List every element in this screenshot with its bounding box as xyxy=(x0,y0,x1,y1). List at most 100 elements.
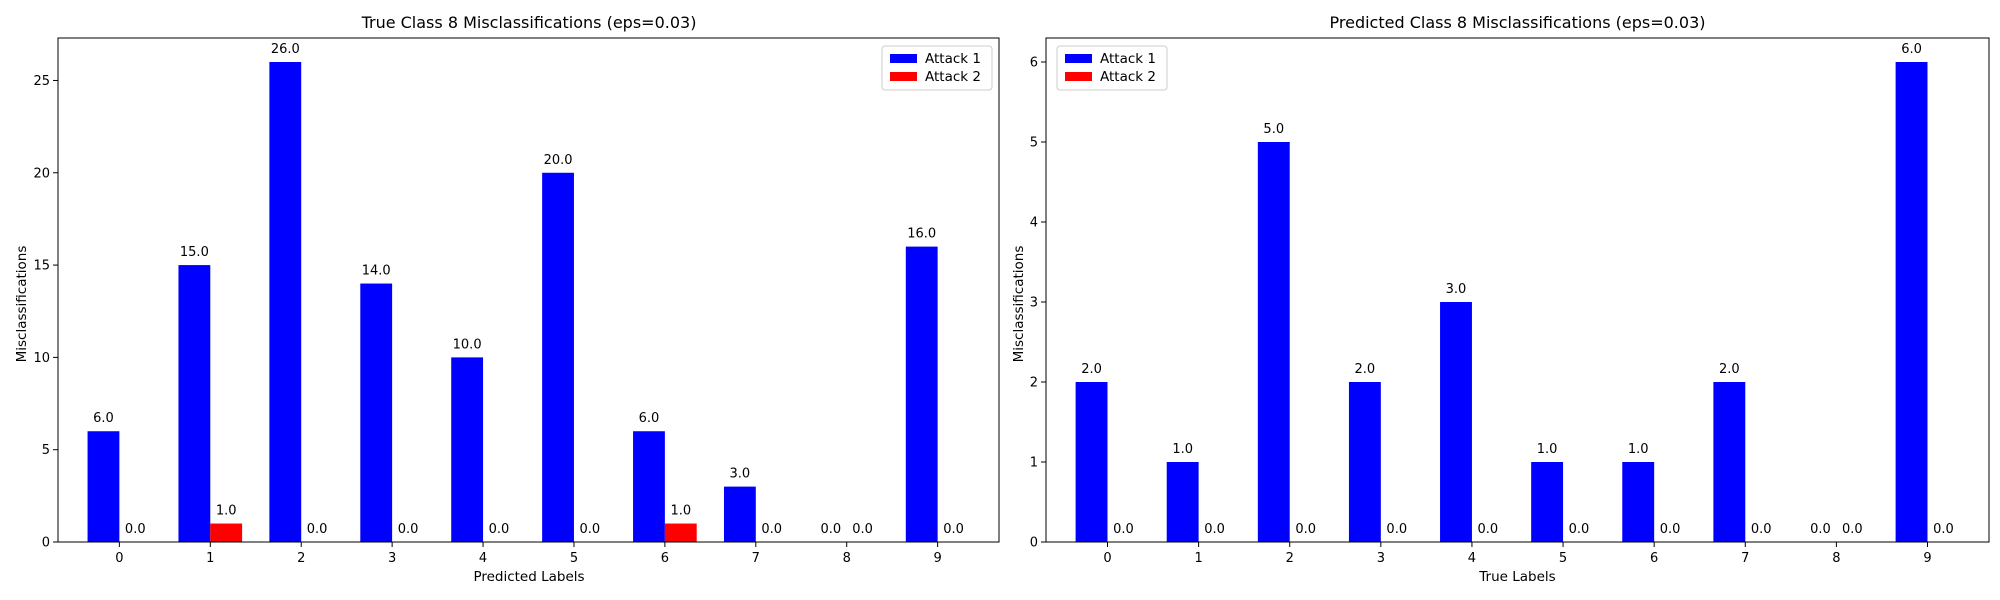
chart-left-ytick-label-10: 10 xyxy=(33,351,50,366)
chart-right-data-label-2-8: 0.0 xyxy=(1842,522,1863,537)
chart-left-data-label-2-9: 0.0 xyxy=(943,522,964,537)
chart-right-legend: Attack 1 Attack 2 xyxy=(1056,45,1168,91)
chart-right-xtick-label-7: 7 xyxy=(1741,551,1749,566)
chart-right-legend-label-2: Attack 2 xyxy=(1100,69,1156,85)
chart-right-axes-frame xyxy=(1045,37,1990,543)
chart-left-xtick-label-3: 3 xyxy=(388,551,396,566)
chart-left-legend-label-2: Attack 2 xyxy=(925,69,981,85)
chart-left-legend-label-1: Attack 1 xyxy=(925,51,981,67)
chart-left-bar-1-9 xyxy=(905,246,938,542)
chart-left-bar-2-6 xyxy=(664,523,697,542)
chart-right-data-label-2-1: 0.0 xyxy=(1204,522,1225,537)
chart-left-xtick-label-2: 2 xyxy=(297,551,305,566)
chart-right-xtick-label-9: 9 xyxy=(1923,551,1931,566)
chart-left-title: True Class 8 Misclassifications (eps=0.0… xyxy=(361,13,697,32)
chart-left-legend-swatch-1 xyxy=(890,54,917,63)
chart-left-bar-1-3 xyxy=(360,283,393,542)
chart-right-data-label-2-6: 0.0 xyxy=(1660,522,1681,537)
chart-right-legend-swatch-2 xyxy=(1065,72,1092,81)
chart-right-data-label-1-2: 5.0 xyxy=(1263,122,1284,137)
chart-left-data-label-2-2: 0.0 xyxy=(307,522,328,537)
chart-right-xtick-label-5: 5 xyxy=(1559,551,1567,566)
chart-right-legend-label-1: Attack 1 xyxy=(1100,51,1156,67)
chart-right-ytick-label-2: 2 xyxy=(1030,376,1038,391)
chart-left-data-label-2-1: 1.0 xyxy=(216,504,237,519)
chart-right-title: Predicted Class 8 Misclassifications (ep… xyxy=(1330,13,1706,32)
chart-left-data-label-2-4: 0.0 xyxy=(489,522,510,537)
chart-right-data-label-1-6: 1.0 xyxy=(1628,442,1649,457)
chart-right-bar-1-7 xyxy=(1713,382,1746,542)
chart-right-data-label-1-7: 2.0 xyxy=(1719,362,1740,377)
chart-left-ytick-label-20: 20 xyxy=(33,166,50,181)
chart-right-ytick-label-4: 4 xyxy=(1030,216,1038,231)
chart-left-bar-1-7 xyxy=(723,486,756,542)
chart-right-ytick-label-1: 1 xyxy=(1030,456,1038,471)
chart-right-xtick-label-6: 6 xyxy=(1650,551,1658,566)
chart-right: Predicted Class 8 Misclassifications (ep… xyxy=(1011,13,1990,585)
chart-right-data-label-2-5: 0.0 xyxy=(1569,522,1590,537)
chart-right-data-label-1-5: 1.0 xyxy=(1537,442,1558,457)
chart-right-ytick-label-0: 0 xyxy=(1030,536,1038,551)
chart-right-xtick-label-8: 8 xyxy=(1832,551,1840,566)
chart-left-bar-2-1 xyxy=(210,523,243,542)
chart-right-data-label-2-4: 0.0 xyxy=(1478,522,1499,537)
chart-right-data-label-1-9: 6.0 xyxy=(1901,42,1922,57)
chart-left-xtick-label-4: 4 xyxy=(479,551,487,566)
chart-left-data-label-1-2: 26.0 xyxy=(271,42,300,57)
chart-right-bar-1-0 xyxy=(1075,382,1108,542)
chart-left-xtick-label-5: 5 xyxy=(570,551,578,566)
chart-right-ytick-label-6: 6 xyxy=(1030,56,1038,71)
chart-right-ylabel: Misclassifications xyxy=(1011,246,1027,363)
chart-left-ytick-label-0: 0 xyxy=(42,536,50,551)
chart-right-data-label-2-0: 0.0 xyxy=(1113,522,1134,537)
chart-right-data-label-1-0: 2.0 xyxy=(1081,362,1102,377)
chart-left-xtick-label-7: 7 xyxy=(752,551,760,566)
chart-right-xtick-label-1: 1 xyxy=(1194,551,1202,566)
chart-left-xtick-label-8: 8 xyxy=(843,551,851,566)
chart-right-xtick-label-0: 0 xyxy=(1103,551,1111,566)
chart-left-data-label-2-7: 0.0 xyxy=(761,522,782,537)
chart-right-bar-1-6 xyxy=(1622,462,1655,542)
chart-left-data-label-1-7: 3.0 xyxy=(730,467,751,482)
chart-left-xlabel: Predicted Labels xyxy=(473,569,584,585)
chart-left-axes-frame xyxy=(57,37,1000,543)
chart-right-bar-1-4 xyxy=(1440,302,1472,542)
chart-left: True Class 8 Misclassifications (eps=0.0… xyxy=(14,13,1000,585)
chart-right-xtick-label-3: 3 xyxy=(1377,551,1385,566)
chart-left-ytick-label-5: 5 xyxy=(42,443,50,458)
chart-left-plot: 6.015.026.014.010.020.06.03.00.016.00.01… xyxy=(33,37,1000,566)
chart-right-bar-1-9 xyxy=(1895,62,1928,542)
chart-right-xtick-label-4: 4 xyxy=(1468,551,1476,566)
chart-left-xtick-label-9: 9 xyxy=(933,551,941,566)
chart-right-bar-1-3 xyxy=(1348,382,1381,542)
chart-left-data-label-2-5: 0.0 xyxy=(580,522,601,537)
chart-right-ytick-label-5: 5 xyxy=(1030,136,1038,151)
chart-left-bar-1-2 xyxy=(269,62,302,542)
chart-left-ylabel: Misclassifications xyxy=(14,246,30,363)
chart-left-bar-1-5 xyxy=(542,172,574,542)
chart-right-bar-1-5 xyxy=(1531,462,1564,542)
chart-left-data-label-2-0: 0.0 xyxy=(125,522,146,537)
chart-left-data-label-1-0: 6.0 xyxy=(93,411,114,426)
chart-left-bar-1-4 xyxy=(451,357,484,542)
chart-left-data-label-1-9: 16.0 xyxy=(907,227,936,242)
chart-right-bar-1-1 xyxy=(1166,462,1199,542)
chart-left-bar-1-0 xyxy=(87,431,120,542)
chart-right-plot: 2.01.05.02.03.01.0 1.02.00.06.00.0 0.0 0.0 0… xyxy=(1030,37,1990,566)
chart-right-data-label-2-9: 0.0 xyxy=(1933,522,1954,537)
chart-right-data-label-2-3: 0.0 xyxy=(1386,522,1407,537)
chart-left-ytick-label-25: 25 xyxy=(33,74,50,89)
chart-left-data-label-2-3: 0.0 xyxy=(398,522,419,537)
chart-right-data-label-1-8: 0.0 xyxy=(1810,522,1831,537)
chart-right-bar-1-2 xyxy=(1257,142,1290,542)
chart-right-data-label-1-1: 1.0 xyxy=(1172,442,1193,457)
chart-right-legend-swatch-1 xyxy=(1065,54,1092,63)
chart-left-ytick-label-15: 15 xyxy=(33,259,50,274)
chart-right-xlabel: True Labels xyxy=(1478,569,1555,585)
chart-right-ytick-label-3: 3 xyxy=(1030,296,1038,311)
chart-left-bar-1-1 xyxy=(178,265,211,542)
chart-left-data-label-1-4: 10.0 xyxy=(453,337,482,352)
chart-right-xtick-label-2: 2 xyxy=(1286,551,1294,566)
chart-left-data-label-1-1: 15.0 xyxy=(180,245,209,260)
